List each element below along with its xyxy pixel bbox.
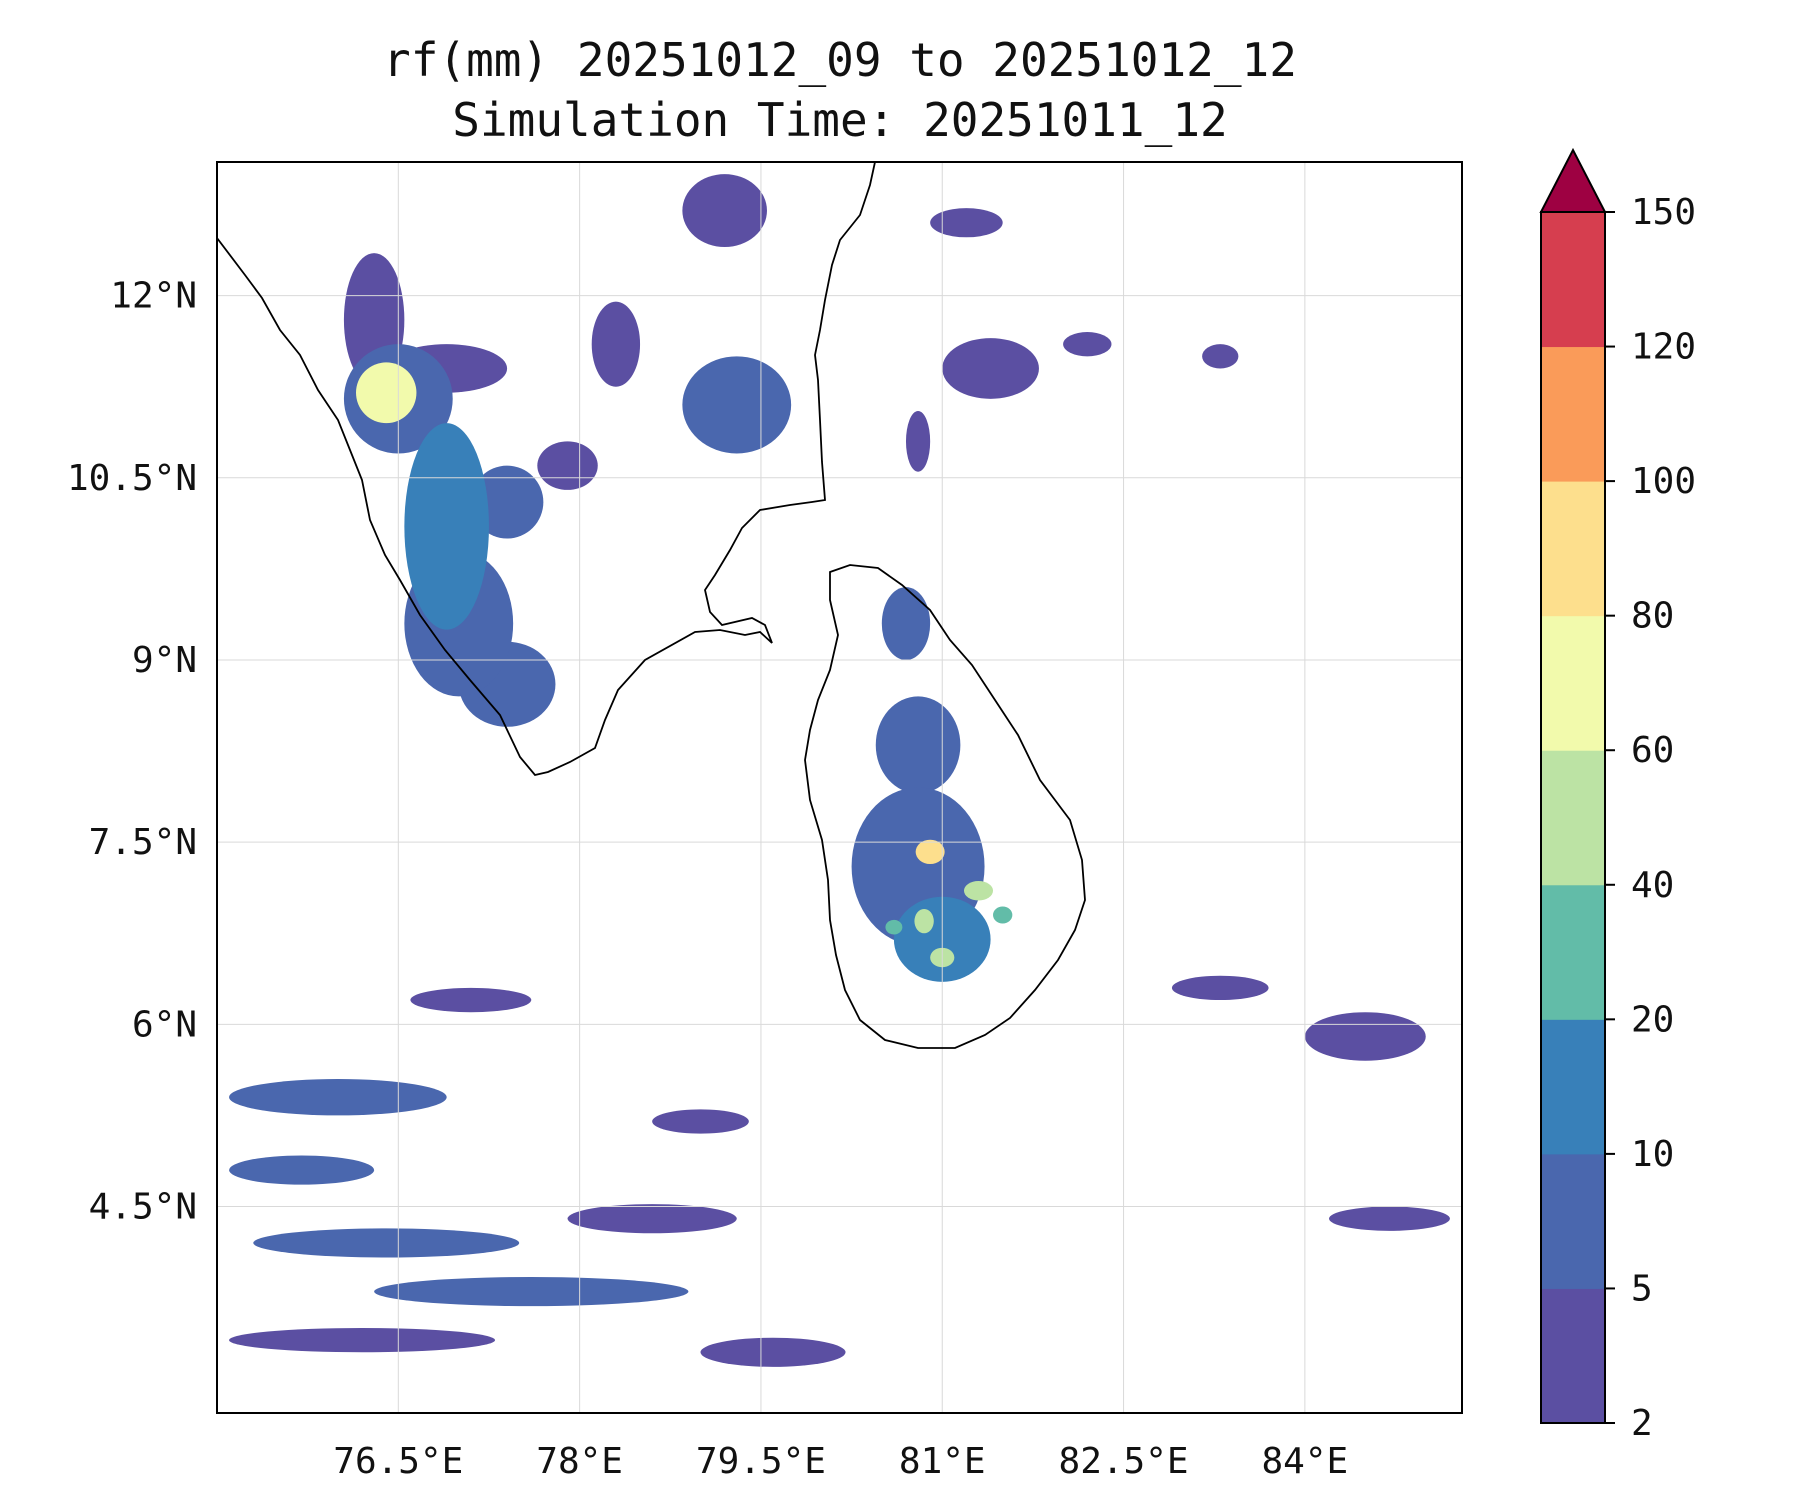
- rain-cell-22: [914, 908, 934, 934]
- colorbar-frame: [1540, 211, 1606, 1424]
- rain-cell-4: [404, 423, 489, 630]
- rain-cell-27: [229, 1078, 447, 1116]
- rain-cell-36: [1304, 1012, 1426, 1061]
- y-tick-label-5: 4.5°N: [89, 1187, 197, 1228]
- rain-cell-30: [374, 1276, 689, 1307]
- colorbar-band-1: [1541, 1153, 1605, 1289]
- colorbar-label-3: 20: [1631, 999, 1674, 1040]
- colorbar-band-6: [1541, 481, 1605, 617]
- axis-ticks: 76.5°E 78°E 79.5°E 81°E 82.5°E 84°E 12°N 10.5°N…: [67, 276, 1348, 1482]
- colorbar-label-0: 2: [1631, 1403, 1653, 1444]
- y-tick-label-4: 6°N: [132, 1004, 197, 1045]
- colorbar-band-4: [1541, 750, 1605, 886]
- rain-cell-18: [875, 696, 961, 794]
- rain-cell-25: [885, 919, 903, 935]
- colorbar-label-8: 120: [1631, 327, 1696, 368]
- map-area: [217, 162, 1462, 1413]
- colorbar-band-7: [1541, 346, 1605, 482]
- y-tick-label-1: 10.5°N: [67, 458, 197, 499]
- rain-cell-10: [682, 356, 792, 454]
- rain-cell-32: [567, 1204, 737, 1234]
- rain-cell-34: [410, 987, 532, 1013]
- colorbar-band-8: [1541, 212, 1605, 348]
- rain-cell-7: [470, 465, 544, 539]
- x-tick-label-2: 79.5°E: [696, 1441, 826, 1482]
- india-coastline: [217, 162, 876, 777]
- rain-cell-20: [915, 839, 945, 865]
- sri-lanka-coastline: [804, 564, 1086, 1049]
- colorbar: 2 5 10 20 40 60 80 100 120 150: [1539, 147, 1696, 1444]
- x-tick-label-5: 84°E: [1262, 1441, 1349, 1482]
- coastlines: [217, 162, 1086, 1049]
- rain-cell-28: [229, 1155, 375, 1185]
- rain-cell-16: [1202, 344, 1239, 369]
- colorbar-band-5: [1541, 615, 1605, 751]
- colorbar-label-7: 100: [1631, 461, 1696, 502]
- colorbar-label-1: 5: [1631, 1268, 1653, 1309]
- colorbar-label-4: 40: [1631, 865, 1674, 906]
- colorbar-label-6: 80: [1631, 596, 1674, 637]
- rain-cell-8: [537, 441, 598, 490]
- x-tick-label-1: 78°E: [536, 1441, 623, 1482]
- colorbar-band-0: [1541, 1288, 1605, 1424]
- rain-cell-1: [356, 362, 417, 424]
- rain-cell-12: [930, 208, 1003, 238]
- gridlines: [217, 162, 1462, 1413]
- rain-cell-17: [881, 587, 931, 660]
- rain-cell-37: [1171, 975, 1269, 1001]
- rain-cell-15: [1063, 332, 1112, 357]
- title-line-1: rf(mm) 20251012_09 to 20251012_12: [383, 33, 1297, 87]
- colorbar-extend-arrow: [1539, 147, 1607, 213]
- x-tick-label-3: 81°E: [899, 1441, 986, 1482]
- rain-cell-24: [993, 906, 1013, 924]
- y-tick-label-0: 12°N: [110, 276, 197, 317]
- y-tick-label-2: 9°N: [132, 640, 197, 681]
- rain-cell-11: [682, 174, 767, 248]
- colorbar-label-5: 60: [1631, 730, 1674, 771]
- colorbar-label-2: 10: [1631, 1134, 1674, 1175]
- title-line-2: Simulation Time: 20251011_12: [452, 93, 1227, 147]
- rain-cell-35: [652, 1109, 749, 1134]
- rain-cell-13: [942, 338, 1039, 399]
- colorbar-label-9: 150: [1631, 192, 1696, 233]
- rain-cell-9: [591, 301, 641, 387]
- colorbar-band-2: [1541, 1019, 1605, 1155]
- colorbar-band-3: [1541, 884, 1605, 1020]
- rain-cell-33: [700, 1337, 846, 1367]
- rain-cell-14: [905, 410, 931, 472]
- rain-cell-21: [964, 881, 994, 901]
- rain-cell-29: [253, 1228, 520, 1258]
- x-tick-label-0: 76.5°E: [333, 1441, 463, 1482]
- rain-cell-38: [1329, 1206, 1450, 1231]
- x-tick-label-4: 82.5°E: [1059, 1441, 1189, 1482]
- rain-cell-31: [229, 1327, 496, 1353]
- y-tick-label-3: 7.5°N: [89, 822, 197, 863]
- map-frame: [216, 161, 1463, 1414]
